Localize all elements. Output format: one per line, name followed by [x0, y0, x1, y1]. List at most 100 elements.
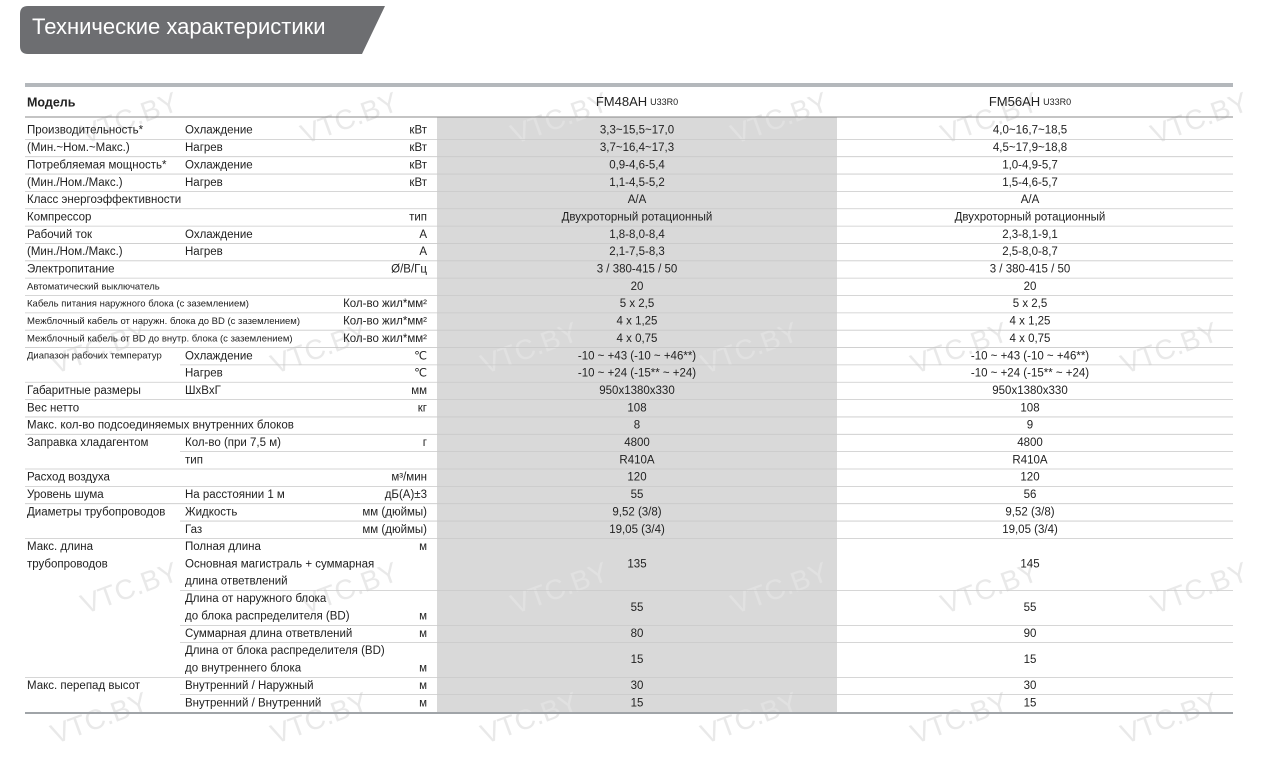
spec-value: 19,05 (3/4)	[609, 524, 665, 536]
spec-value: 15	[631, 697, 644, 709]
spec-value: 3 / 380-415 / 50	[990, 264, 1071, 276]
row-sublabel: ШхВхГ	[185, 385, 222, 397]
spec-value: 950x1380x330	[599, 385, 674, 397]
model-name: FM56AH U33R0	[989, 94, 1071, 109]
spec-value: Двухроторный ротационный	[562, 211, 713, 223]
spec-value: 1,5-4,6-5,7	[1002, 177, 1058, 189]
spec-value: 8	[634, 420, 640, 432]
row-sublabel: Внутренний / Внутренний	[185, 697, 321, 709]
row-unit: мм (дюймы)	[362, 524, 427, 536]
spec-value: 145	[1020, 558, 1039, 570]
row-label: Автоматический выключатель	[27, 281, 160, 292]
title-banner	[20, 6, 385, 54]
row-unit: Кол-во жил*мм²	[343, 316, 427, 328]
row-unit: м	[419, 697, 427, 709]
spec-value: A/A	[628, 194, 647, 206]
row-sublabel: Основная магистраль + суммарная	[185, 558, 374, 570]
row-label: Макс. перепад высот	[27, 680, 141, 692]
spec-value: 4,5~17,9~18,8	[993, 142, 1067, 154]
watermark: VTC.BY	[266, 686, 372, 750]
spec-value: 55	[1024, 602, 1037, 614]
spec-value: 55	[631, 489, 644, 501]
spec-value: 15	[1024, 654, 1037, 666]
spec-value: A/A	[1021, 194, 1040, 206]
watermark: VTC.BY	[1116, 686, 1222, 750]
row-label: Потребляемая мощность*	[27, 159, 167, 171]
watermark: VTC.BY	[296, 86, 402, 150]
row-sublabel: Жидкость	[185, 506, 237, 518]
spec-value: 30	[631, 680, 644, 692]
watermark: VTC.BY	[46, 686, 152, 750]
row-sublabel: Нагрев	[185, 246, 223, 258]
row-sublabel: Охлаждение	[185, 125, 253, 137]
watermark: VTC.BY	[1146, 86, 1252, 150]
row-label: Макс. кол-во подсоединяемых внутренних б…	[27, 420, 294, 432]
row-label: Диапазон рабочих температур	[27, 351, 162, 362]
row-sublabel: Охлаждение	[185, 350, 253, 362]
row-label: трубопроводов	[27, 558, 108, 570]
row-sublabel: На расстоянии 1 м	[185, 489, 285, 501]
row-label: (Мин./Ном./Макс.)	[27, 177, 123, 189]
row-sublabel: Полная длина	[185, 541, 261, 553]
row-unit: м	[419, 680, 427, 692]
spec-value: 108	[627, 402, 646, 414]
row-label: Электропитание	[27, 264, 115, 276]
row-label: Производительность*	[27, 125, 144, 137]
spec-value: 90	[1024, 628, 1037, 640]
row-unit: м	[419, 541, 427, 553]
spec-value: 950x1380x330	[992, 385, 1067, 397]
row-unit: Кол-во жил*мм²	[343, 333, 427, 345]
model-code: FM48AH	[596, 94, 647, 109]
row-label: Расход воздуха	[27, 472, 110, 484]
row-unit: кВт	[409, 142, 427, 154]
spec-value: 9	[1027, 420, 1033, 432]
spec-value: 2,5-8,0-8,7	[1002, 246, 1058, 258]
row-unit: Ø/В/Гц	[391, 264, 427, 276]
spec-value: 0,9-4,6-5,4	[609, 159, 665, 171]
row-label: (Мин./Ном./Макс.)	[27, 246, 123, 258]
model-suffix: U33R0	[650, 97, 678, 107]
model-column-shade	[437, 117, 837, 713]
watermark: VTC.BY	[76, 86, 182, 150]
table-body: FM48AH U33R0 FM56AH U33R0Производительность…	[25, 94, 1233, 709]
spec-value: R410A	[619, 454, 654, 466]
row-unit: м	[419, 662, 427, 674]
watermark: VTC.BY	[906, 686, 1012, 750]
row-label: (Мин.~Ном.~Макс.)	[27, 142, 130, 154]
row-unit: г	[423, 437, 427, 449]
row-unit: м	[419, 628, 427, 640]
spec-value: 1,1-4,5-5,2	[609, 177, 665, 189]
model-label: Модель	[27, 95, 76, 109]
spec-value: 3 / 380-415 / 50	[597, 264, 678, 276]
row-sublabel: Суммарная длина ответвлений	[185, 628, 352, 640]
spec-value: 30	[1024, 680, 1037, 692]
watermark: VTC.BY	[1116, 316, 1222, 380]
row-unit: Кол-во жил*мм²	[343, 298, 427, 310]
row-sublabel: Охлаждение	[185, 159, 253, 171]
row-unit: дБ(А)±3	[385, 489, 427, 501]
spec-value: 135	[627, 558, 646, 570]
row-label: Габаритные размеры	[27, 385, 141, 397]
spec-value: 1,0-4,9-5,7	[1002, 159, 1058, 171]
watermark: VTC.BY	[1146, 556, 1252, 620]
row-label: Вес нетто	[27, 402, 79, 414]
row-unit: А	[419, 229, 427, 241]
spec-value: 120	[1020, 472, 1039, 484]
row-label: Компрессор	[27, 211, 91, 223]
spec-value: 15	[1024, 697, 1037, 709]
spec-value: 20	[631, 281, 644, 293]
row-unit: кВт	[409, 177, 427, 189]
spec-value: 5 x 2,5	[620, 298, 655, 310]
spec-value: 15	[631, 654, 644, 666]
row-unit: кВт	[409, 159, 427, 171]
row-label: Кабель питания наружного блока (с заземл…	[27, 299, 249, 310]
spec-value: 4 x 1,25	[1010, 316, 1051, 328]
spec-value: 108	[1020, 402, 1039, 414]
row-unit: кВт	[409, 125, 427, 137]
spec-value: 4800	[624, 437, 650, 449]
model-suffix: U33R0	[1043, 97, 1071, 107]
model-name: FM48AH U33R0	[596, 94, 678, 109]
spec-value: 4 x 0,75	[617, 333, 658, 345]
row-unit: тип	[409, 211, 427, 223]
